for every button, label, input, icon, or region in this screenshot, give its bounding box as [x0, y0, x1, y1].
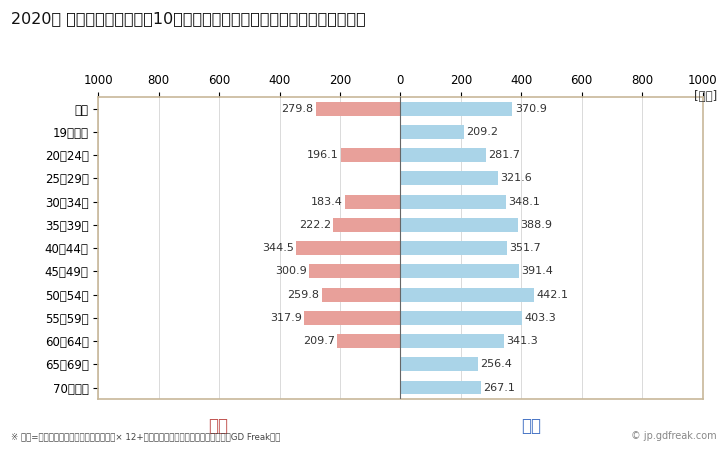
Bar — [296, 241, 400, 255]
Text: 403.3: 403.3 — [525, 313, 556, 323]
Bar — [400, 264, 518, 278]
Bar — [400, 171, 497, 185]
Text: 男性: 男性 — [521, 417, 542, 435]
Text: © jp.gdfreak.com: © jp.gdfreak.com — [631, 431, 717, 441]
Bar — [400, 125, 464, 139]
Text: 281.7: 281.7 — [488, 150, 520, 160]
Bar — [400, 194, 505, 208]
Text: 317.9: 317.9 — [270, 313, 302, 323]
Bar — [400, 357, 478, 371]
Text: 321.6: 321.6 — [500, 173, 531, 183]
Text: 442.1: 442.1 — [537, 290, 569, 299]
Text: 209.7: 209.7 — [303, 336, 335, 346]
Text: 183.4: 183.4 — [311, 197, 343, 207]
Bar — [400, 148, 486, 162]
Text: 267.1: 267.1 — [483, 382, 515, 392]
Bar — [400, 101, 513, 115]
Text: ※ 年収=「きまって支給する現金給与額」× 12+「年間賞与その他特別給与額」としてGD Freak推計: ※ 年収=「きまって支給する現金給与額」× 12+「年間賞与その他特別給与額」と… — [11, 432, 280, 441]
Bar — [400, 381, 481, 395]
Text: 348.1: 348.1 — [508, 197, 540, 207]
Bar — [316, 101, 400, 115]
Bar — [400, 311, 522, 325]
Text: 196.1: 196.1 — [307, 150, 339, 160]
Bar — [400, 288, 534, 302]
Bar — [304, 311, 400, 325]
Bar — [333, 218, 400, 232]
Text: 279.8: 279.8 — [281, 104, 314, 114]
Text: 259.8: 259.8 — [288, 290, 320, 299]
Text: 370.9: 370.9 — [515, 104, 547, 114]
Bar — [400, 334, 504, 348]
Text: 222.2: 222.2 — [298, 220, 331, 230]
Bar — [337, 334, 400, 348]
Bar — [400, 218, 518, 232]
Text: 2020年 民間企業（従業者数10人以上）フルタイム労働者の男女別平均年収: 2020年 民間企業（従業者数10人以上）フルタイム労働者の男女別平均年収 — [11, 11, 365, 26]
Text: 女性: 女性 — [208, 417, 229, 435]
Text: 344.5: 344.5 — [262, 243, 294, 253]
Text: 209.2: 209.2 — [466, 127, 498, 137]
Bar — [400, 241, 507, 255]
Bar — [341, 148, 400, 162]
Bar — [309, 264, 400, 278]
Bar — [345, 194, 400, 208]
Text: 351.7: 351.7 — [509, 243, 541, 253]
Bar — [322, 288, 400, 302]
Text: [万円]: [万円] — [694, 90, 717, 103]
Text: 391.4: 391.4 — [521, 266, 553, 276]
Text: 256.4: 256.4 — [480, 359, 513, 369]
Text: 341.3: 341.3 — [506, 336, 538, 346]
Text: 300.9: 300.9 — [275, 266, 307, 276]
Text: 388.9: 388.9 — [521, 220, 553, 230]
